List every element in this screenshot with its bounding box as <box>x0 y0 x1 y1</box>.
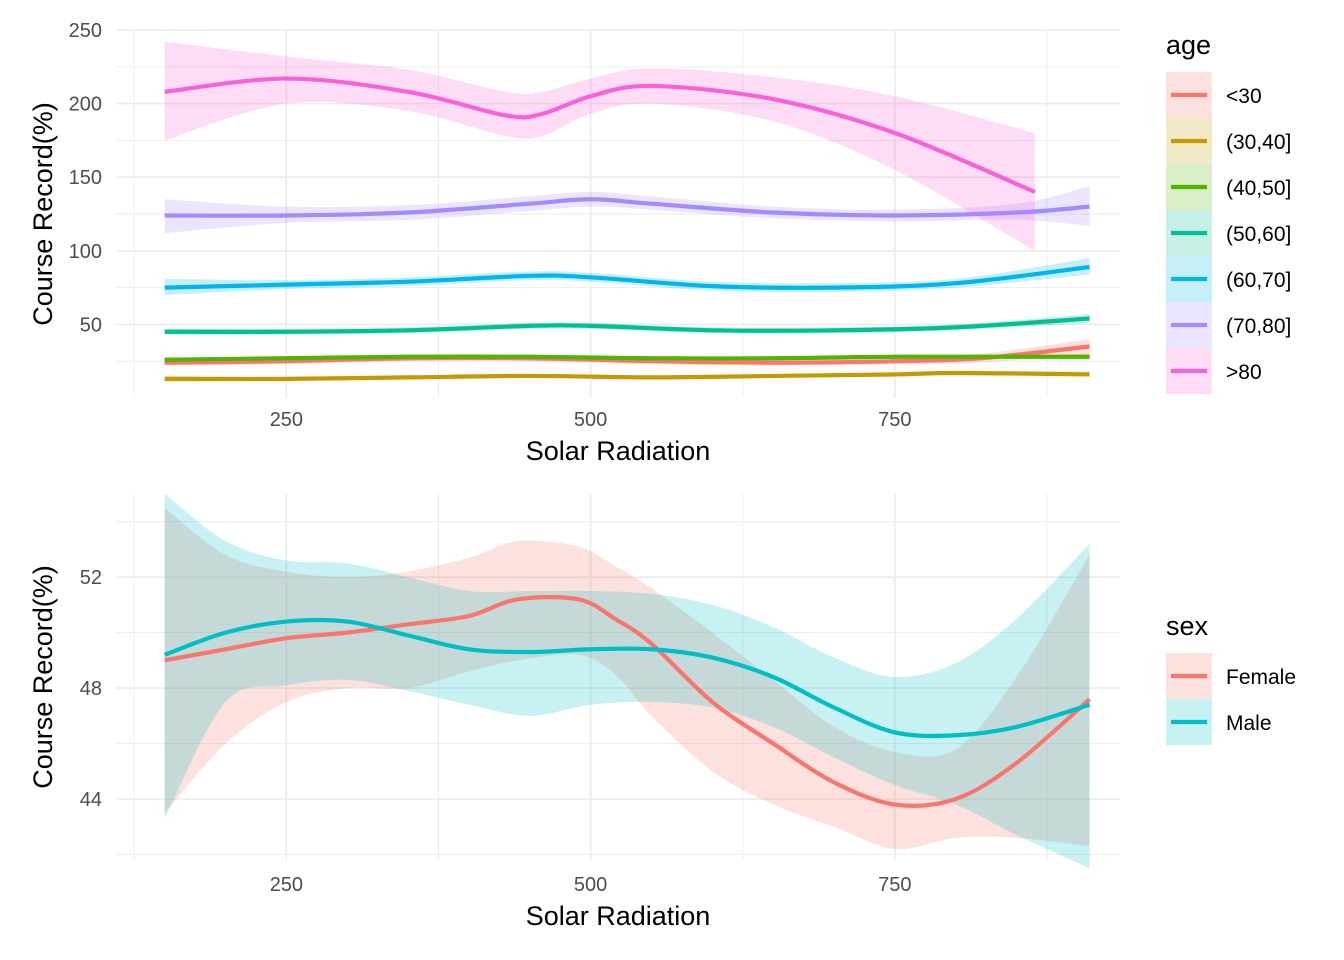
smooth-line-sex-0 <box>164 595 1091 808</box>
y-tick-label: 100 <box>69 241 102 263</box>
legend-label: (50,60] <box>1226 223 1291 246</box>
x-tick-label: 750 <box>878 409 911 431</box>
legend-title: sex <box>1166 611 1209 641</box>
y-tick-label: 200 <box>69 94 102 116</box>
confidence-band-age-5 <box>164 186 1090 234</box>
legend-label: <30 <box>1226 85 1262 108</box>
smooth-line-age-5 <box>164 197 1090 218</box>
y-axis-title: Course Record(%) <box>28 102 58 326</box>
x-tick-label: 250 <box>270 874 303 896</box>
y-tick-label: 50 <box>80 314 102 336</box>
legend-label: Female <box>1226 666 1296 689</box>
legend-label: (40,50] <box>1226 177 1291 200</box>
smooth-line-age-4 <box>164 264 1090 290</box>
confidence-band-sex-1 <box>164 494 1090 869</box>
confidence-band-age-6 <box>164 41 1035 251</box>
y-tick-label: 250 <box>69 20 102 42</box>
x-tick-label: 500 <box>574 874 607 896</box>
smooth-line-age-2 <box>164 354 1090 362</box>
y-tick-label: 44 <box>80 789 102 811</box>
x-axis-title: Solar Radiation <box>526 901 711 931</box>
y-tick-label: 52 <box>80 567 102 589</box>
x-tick-label: 250 <box>270 409 303 431</box>
y-axis-title: Course Record(%) <box>28 565 58 789</box>
x-axis-title: Solar Radiation <box>526 436 711 466</box>
smooth-line-age-3 <box>164 316 1090 334</box>
x-tick-label: 500 <box>574 409 607 431</box>
age-smooth-panel: 250 500 750 50 100 150 200 250 Solar Radiation Co… <box>28 20 1291 466</box>
smooth-line-age-1 <box>164 370 1090 382</box>
legend-label: (70,80] <box>1226 315 1291 338</box>
legend-label: (30,40] <box>1226 131 1291 154</box>
legend-label: (60,70] <box>1226 269 1291 292</box>
y-tick-label: 48 <box>80 678 102 700</box>
y-tick-label: 150 <box>69 167 102 189</box>
confidence-band-sex-0 <box>164 507 1090 850</box>
smooth-line-age-0 <box>164 344 1090 365</box>
legend-title: age <box>1166 30 1211 60</box>
x-tick-label: 750 <box>878 874 911 896</box>
sex-smooth-panel: 250 500 750 44 48 52 Solar Radiation Course Rec… <box>28 494 1296 931</box>
smooth-line-age-6 <box>164 76 1036 194</box>
confidence-band-age-4 <box>164 258 1090 295</box>
smooth-line-sex-1 <box>163 617 1091 739</box>
legend-label: >80 <box>1226 361 1262 384</box>
legend-label: Male <box>1226 712 1272 735</box>
